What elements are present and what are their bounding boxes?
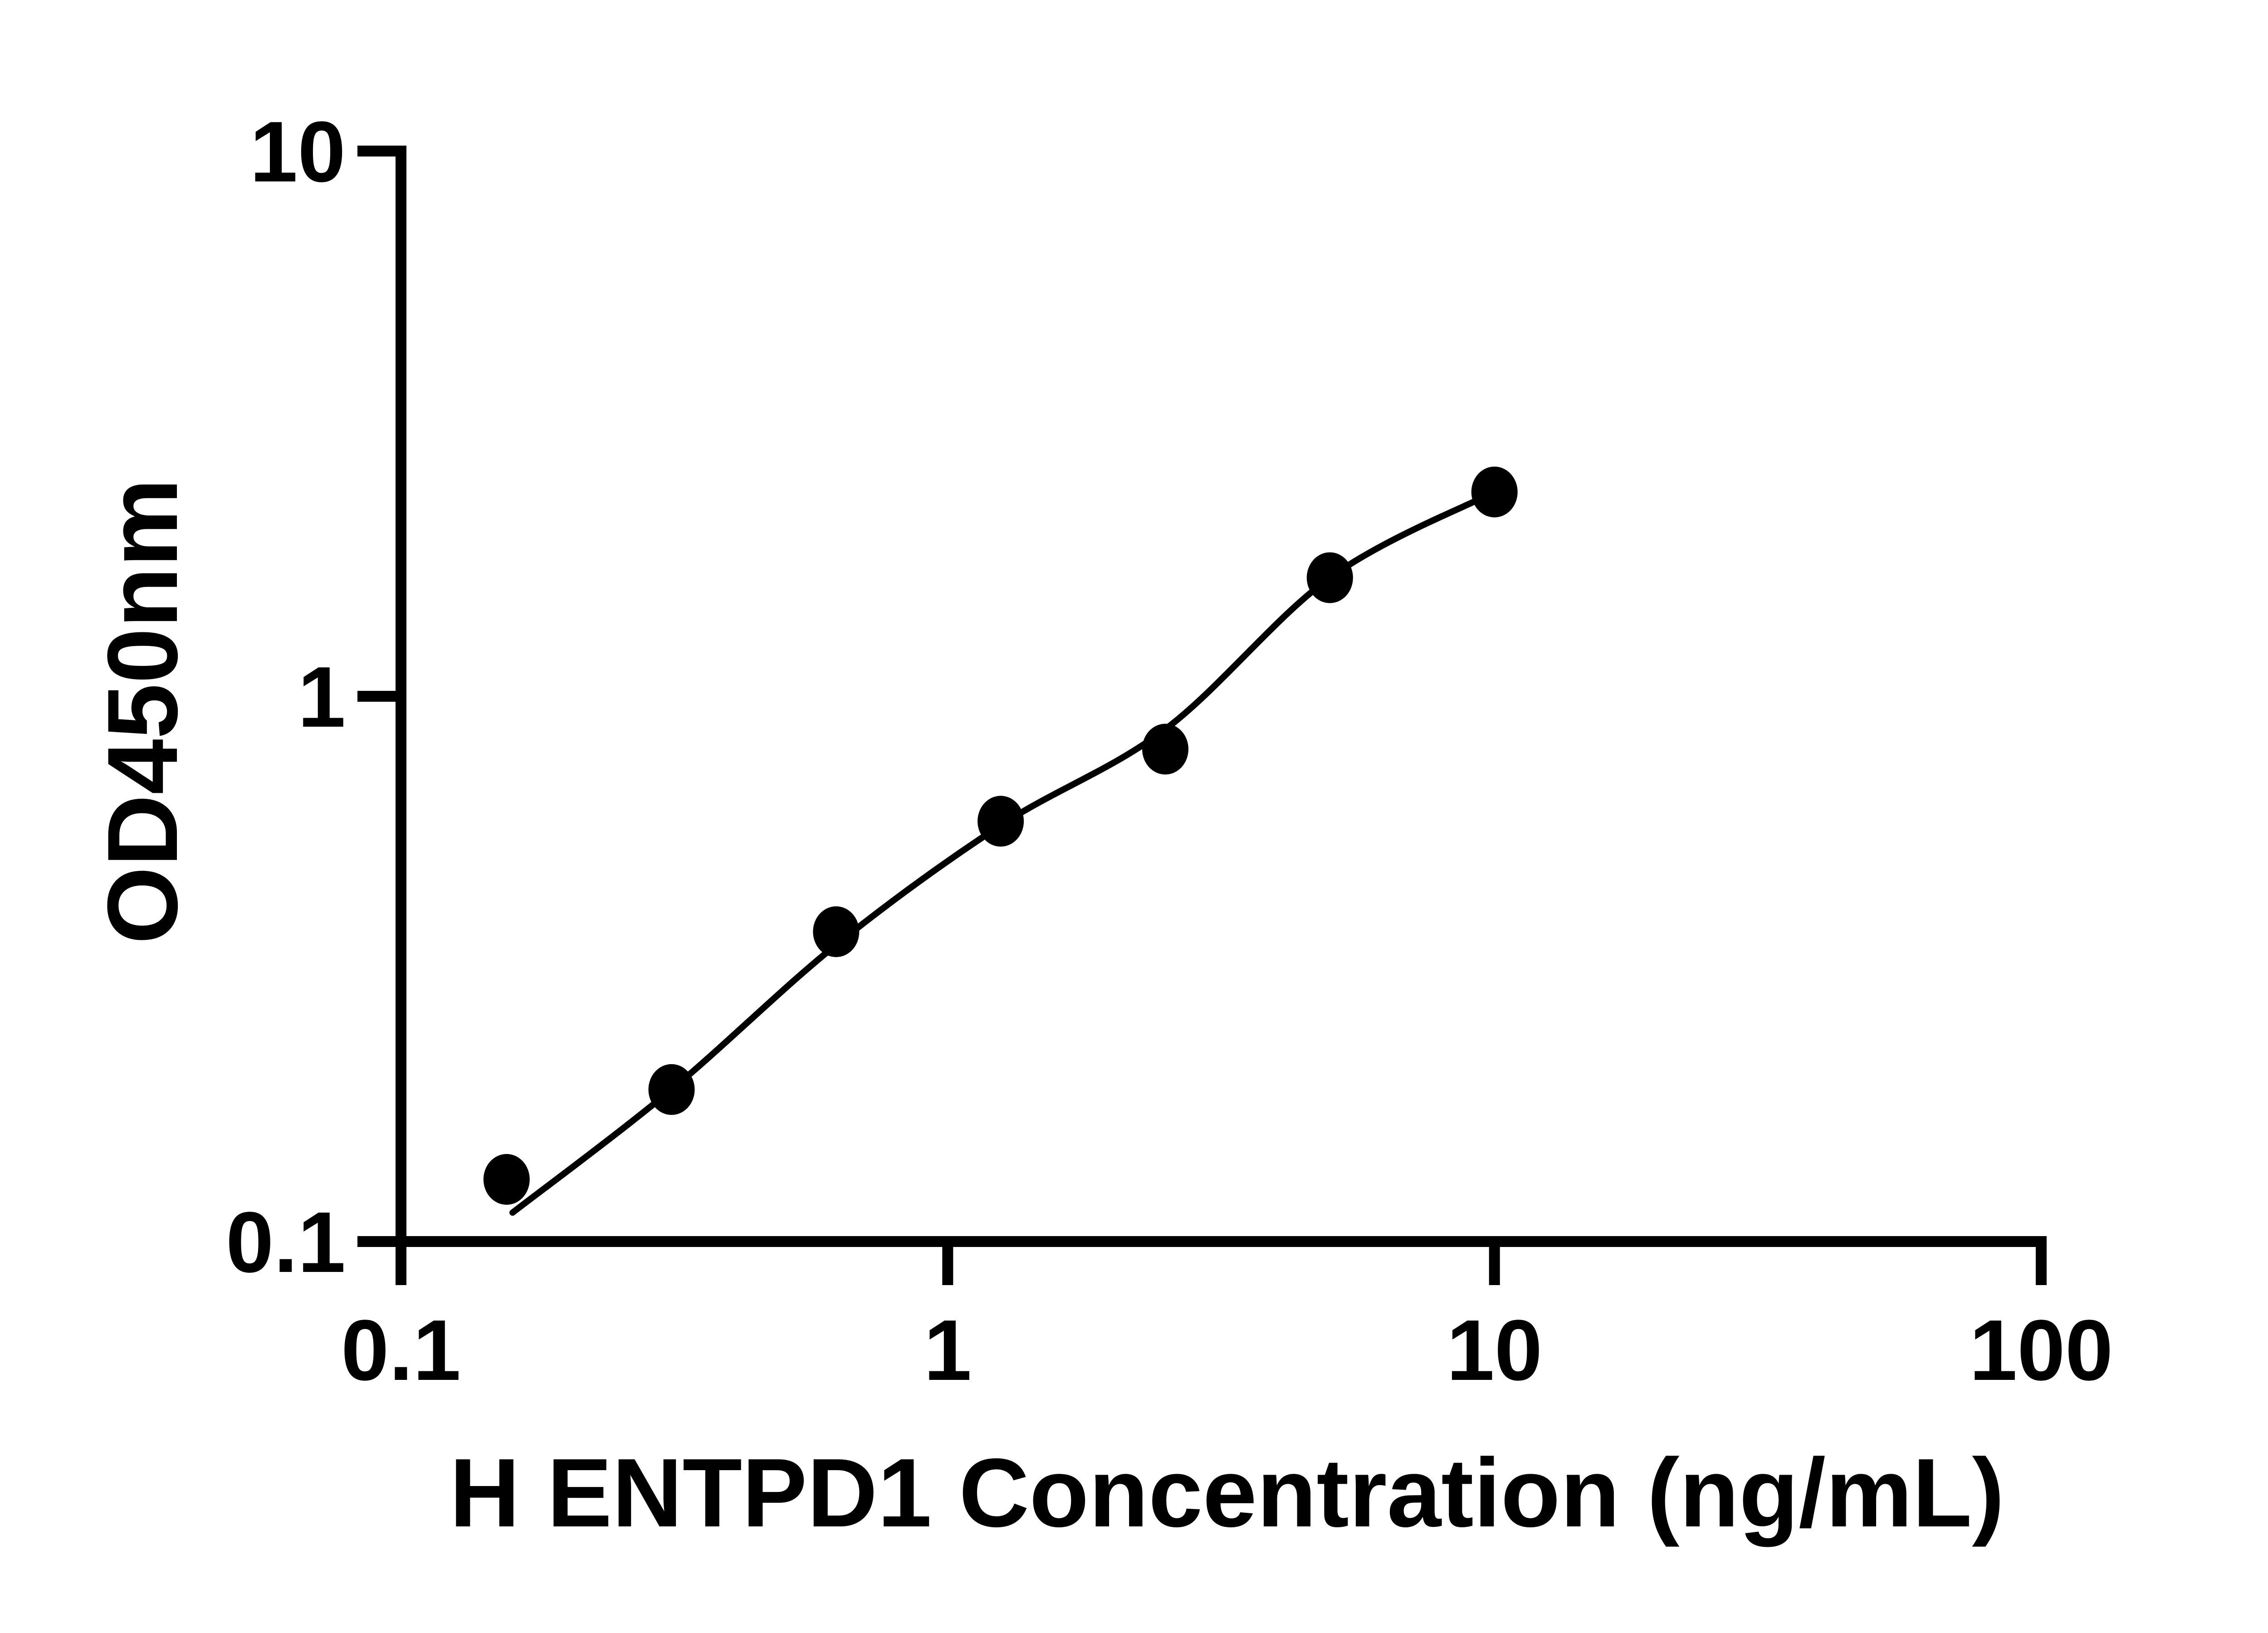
x-tick-label-1: 1 (924, 1302, 972, 1398)
x-axis: 0.1 1 10 100 H ENTPD1 Concentration (ng/mL) (341, 1236, 2113, 1547)
y-tick-label-10: 10 (250, 104, 346, 200)
data-point-0.3125 (648, 1064, 695, 1115)
data-point-5 (1306, 552, 1353, 603)
x-tick-label-0.1: 0.1 (341, 1302, 461, 1398)
x-tick-labels: 0.1 1 10 100 (341, 1302, 2113, 1398)
data-point-2.5 (1142, 724, 1188, 775)
y-tick-labels: 0.1 1 10 (226, 104, 346, 1291)
y-axis: 0.1 1 10 OD450nm (87, 104, 406, 1291)
data-point-1.25 (978, 796, 1024, 847)
x-axis-title: H ENTPD1 Concentration (ng/mL) (450, 1438, 2004, 1547)
x-tick-label-100: 100 (1969, 1302, 2113, 1398)
y-ticks (357, 146, 401, 1247)
data-point-0.156 (483, 1154, 530, 1205)
data-point-0.625 (813, 906, 860, 957)
x-ticks (396, 1242, 2047, 1285)
data-points (483, 466, 1518, 1205)
y-axis-title: OD450nm (87, 478, 198, 944)
data-point-10 (1471, 466, 1518, 518)
y-tick-label-0.1: 0.1 (226, 1194, 346, 1291)
x-tick-label-10: 10 (1447, 1302, 1542, 1398)
y-tick-label-1: 1 (298, 649, 346, 745)
